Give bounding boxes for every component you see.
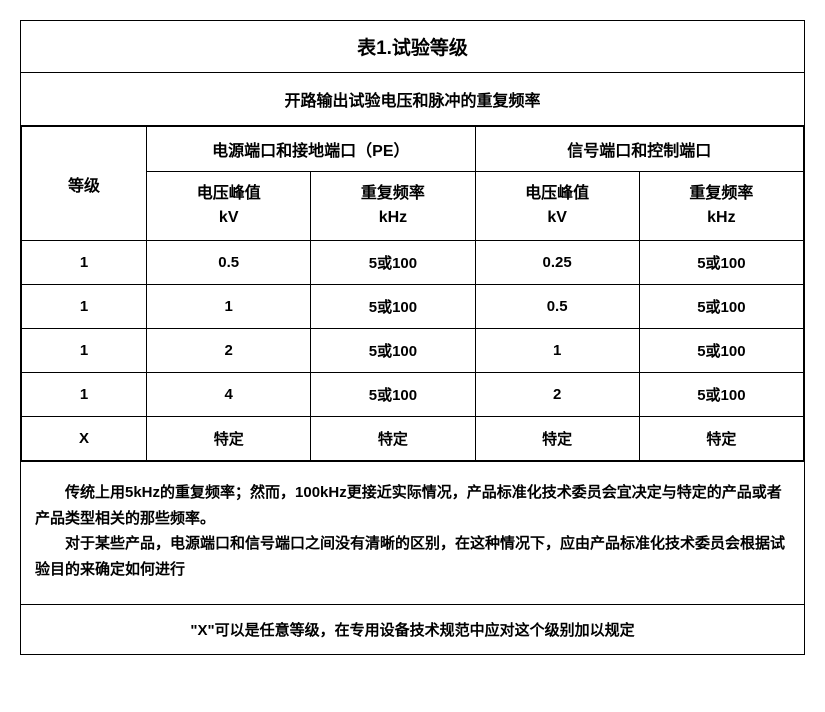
cell-pwr-v: 4 — [147, 373, 311, 417]
cell-sig-f: 5或100 — [639, 285, 803, 329]
cell-sig-f: 5或100 — [639, 241, 803, 285]
cell-level: 1 — [22, 241, 147, 285]
cell-pwr-v: 0.5 — [147, 241, 311, 285]
cell-pwr-v: 1 — [147, 285, 311, 329]
cell-level: 1 — [22, 285, 147, 329]
table-row: 1 1 5或100 0.5 5或100 — [22, 285, 804, 329]
table-row: 1 2 5或100 1 5或100 — [22, 329, 804, 373]
table-notes: 传统上用5kHz的重复频率；然而，100kHz更接近实际情况，产品标准化技术委员… — [21, 461, 804, 605]
cell-pwr-f: 特定 — [311, 417, 475, 461]
table-title: 表1.试验等级 — [21, 21, 804, 73]
cell-sig-v: 特定 — [475, 417, 639, 461]
cell-pwr-v: 2 — [147, 329, 311, 373]
note-paragraph-1: 传统上用5kHz的重复频率；然而，100kHz更接近实际情况，产品标准化技术委员… — [35, 480, 790, 531]
header-level: 等级 — [22, 127, 147, 241]
cell-sig-v: 2 — [475, 373, 639, 417]
table-row: 1 0.5 5或100 0.25 5或100 — [22, 241, 804, 285]
cell-sig-f: 特定 — [639, 417, 803, 461]
cell-sig-v: 1 — [475, 329, 639, 373]
cell-level: 1 — [22, 373, 147, 417]
cell-level: 1 — [22, 329, 147, 373]
table-row: X 特定 特定 特定 特定 — [22, 417, 804, 461]
header-pwr-freq: 重复频率kHz — [311, 172, 475, 241]
cell-sig-v: 0.25 — [475, 241, 639, 285]
cell-pwr-v: 特定 — [147, 417, 311, 461]
cell-pwr-f: 5或100 — [311, 241, 475, 285]
cell-pwr-f: 5或100 — [311, 373, 475, 417]
cell-sig-v: 0.5 — [475, 285, 639, 329]
header-sig-voltage: 电压峰值kV — [475, 172, 639, 241]
cell-sig-f: 5或100 — [639, 329, 803, 373]
header-power-port: 电源端口和接地端口（PE） — [147, 127, 475, 172]
header-sig-freq: 重复频率kHz — [639, 172, 803, 241]
header-signal-port: 信号端口和控制端口 — [475, 127, 803, 172]
data-table: 等级 电源端口和接地端口（PE） 信号端口和控制端口 电压峰值kV 重复频率kH… — [21, 126, 804, 461]
note-paragraph-2: 对于某些产品，电源端口和信号端口之间没有清晰的区别，在这种情况下，应由产品标准化… — [35, 531, 790, 582]
header-pwr-voltage: 电压峰值kV — [147, 172, 311, 241]
test-level-table: 表1.试验等级 开路输出试验电压和脉冲的重复频率 等级 电源端口和接地端口（PE… — [20, 20, 805, 655]
cell-level: X — [22, 417, 147, 461]
cell-pwr-f: 5或100 — [311, 329, 475, 373]
table-body: 1 0.5 5或100 0.25 5或100 1 1 5或100 0.5 5或1… — [22, 241, 804, 461]
table-row: 1 4 5或100 2 5或100 — [22, 373, 804, 417]
table-subtitle: 开路输出试验电压和脉冲的重复频率 — [21, 73, 804, 126]
cell-sig-f: 5或100 — [639, 373, 803, 417]
cell-pwr-f: 5或100 — [311, 285, 475, 329]
table-footer: "X"可以是任意等级，在专用设备技术规范中应对这个级别加以规定 — [21, 605, 804, 654]
